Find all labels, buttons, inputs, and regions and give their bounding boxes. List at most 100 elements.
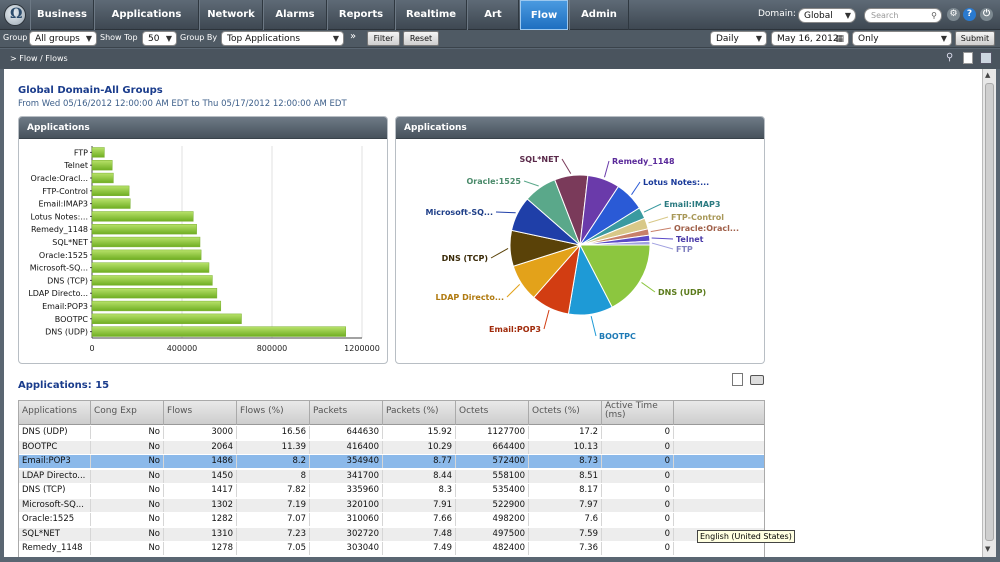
- pie-slice-label: SQL*NET: [520, 155, 560, 164]
- table-cell: 1302: [164, 498, 237, 512]
- scroll-down-arrow-icon[interactable]: ▼: [985, 545, 991, 553]
- pie-slice[interactable]: [579, 240, 651, 246]
- nav-tab-applications[interactable]: Applications: [94, 0, 199, 30]
- bar[interactable]: [91, 236, 201, 248]
- reset-button[interactable]: Reset: [403, 31, 439, 46]
- domain-select[interactable]: Global ▼: [798, 8, 856, 23]
- column-header[interactable]: Packets: [310, 401, 383, 425]
- bar[interactable]: [91, 313, 242, 324]
- submit-button[interactable]: Submit: [955, 31, 995, 46]
- column-header[interactable]: Octets (%): [529, 401, 602, 425]
- bar[interactable]: [91, 275, 213, 286]
- pie-slice-label: DNS (UDP): [658, 288, 706, 297]
- period-select[interactable]: Daily ▼: [710, 31, 767, 46]
- show-top-select[interactable]: 50 ▼: [142, 31, 177, 46]
- table-cell: 664400: [456, 440, 529, 454]
- search-icon[interactable]: ⚲: [931, 11, 937, 20]
- nav-tab-admin[interactable]: Admin: [569, 0, 629, 30]
- filter-button[interactable]: Filter: [367, 31, 400, 46]
- group-by-select[interactable]: Top Applications ▼: [221, 31, 344, 46]
- chevron-down-icon: ▼: [85, 34, 92, 43]
- double-chevron-icon[interactable]: »: [350, 31, 357, 42]
- table-cell: 7.49: [383, 542, 456, 555]
- pie-slice[interactable]: [579, 244, 651, 308]
- table-cell: 416400: [310, 440, 383, 454]
- column-header[interactable]: Active Time (ms): [602, 401, 674, 425]
- bar[interactable]: [91, 300, 222, 312]
- bar[interactable]: [91, 160, 113, 171]
- date-input[interactable]: May 16, 2012 ▦: [771, 31, 849, 46]
- power-icon[interactable]: ⏻: [980, 8, 993, 21]
- vertical-scrollbar[interactable]: ▲ ▼: [982, 69, 996, 557]
- nav-tab-reports[interactable]: Reports: [327, 0, 395, 30]
- table-row[interactable]: DNS (UDP) No 3000 16.56 644630 15.92 1127700 17…: [19, 426, 764, 439]
- table-row[interactable]: DNS (TCP) No 1417 7.82 335960 8.3 535400 8.17 0: [19, 484, 764, 497]
- nav-tab-flow[interactable]: Flow: [520, 0, 568, 30]
- scroll-thumb[interactable]: [985, 83, 994, 541]
- nav-tab-realtime[interactable]: Realtime: [395, 0, 467, 30]
- nav-tab-business[interactable]: Business: [30, 0, 94, 30]
- column-header[interactable]: Applications: [19, 401, 91, 425]
- logo-glyph: Ω: [10, 6, 23, 22]
- table-row[interactable]: Remedy_1148 No 1278 7.05 303040 7.49 482400 7.3…: [19, 542, 764, 555]
- table-cell: LDAP Directo...: [19, 469, 91, 483]
- pie-slice-label: Email:POP3: [489, 325, 541, 334]
- table-cell: DNS (UDP): [19, 426, 91, 439]
- bar[interactable]: [91, 198, 131, 209]
- column-header[interactable]: Cong Exp: [91, 401, 164, 425]
- table-row[interactable]: Oracle:1525 No 1282 7.07 310060 7.66 498200 7.6…: [19, 513, 764, 526]
- nav-tab-alarms[interactable]: Alarms: [263, 0, 327, 30]
- export-icon[interactable]: [732, 373, 743, 386]
- category-label: BOOTPC: [55, 315, 89, 324]
- nav-tab-art[interactable]: Art: [467, 0, 519, 30]
- table-row[interactable]: Email:POP3 No 1486 8.2 354940 8.77 572400 8.73 0: [19, 455, 764, 468]
- help-icon[interactable]: ?: [963, 8, 976, 21]
- pie-slice-label: Oracle:1525: [466, 177, 521, 186]
- table-row[interactable]: Microsoft-SQ... No 1302 7.19 320100 7.91 52290…: [19, 498, 764, 512]
- bar[interactable]: [91, 262, 210, 273]
- bar[interactable]: [91, 172, 114, 184]
- table-cell: 0: [602, 469, 674, 483]
- group-by-label: Group By: [180, 33, 218, 42]
- domain-select-value: Global: [804, 11, 833, 21]
- settings-icon[interactable]: ⚙: [947, 8, 960, 21]
- table-row[interactable]: SQL*NET No 1310 7.23 302720 7.48 497500 7.59 0: [19, 527, 764, 541]
- bar[interactable]: [91, 211, 194, 222]
- save-icon[interactable]: [980, 52, 992, 64]
- column-header[interactable]: Flows (%): [237, 401, 310, 425]
- table-cell: 7.82: [237, 484, 310, 497]
- table-cell: 302720: [310, 527, 383, 541]
- bar[interactable]: [91, 326, 346, 337]
- table-cell: 310060: [310, 513, 383, 526]
- print-icon[interactable]: [750, 375, 764, 385]
- bar[interactable]: [91, 224, 197, 235]
- scroll-up-arrow-icon[interactable]: ▲: [985, 71, 991, 79]
- table-row[interactable]: BOOTPC No 2064 11.39 416400 10.29 664400 10.13 0: [19, 440, 764, 454]
- show-top-label: Show Top: [100, 33, 138, 42]
- new-page-icon[interactable]: [963, 52, 973, 64]
- nav-tab-network[interactable]: Network: [199, 0, 263, 30]
- table-cell: 7.36: [529, 542, 602, 555]
- bar[interactable]: [91, 288, 218, 299]
- column-header[interactable]: Packets (%): [383, 401, 456, 425]
- table-cell: 497500: [456, 527, 529, 541]
- group-select[interactable]: All groups ▼: [29, 31, 97, 46]
- x-tick-label: 400000: [167, 344, 198, 353]
- bar[interactable]: [91, 249, 202, 260]
- table-row[interactable]: LDAP Directo... No 1450 8 341700 8.44 558100 8.…: [19, 469, 764, 483]
- column-header[interactable]: Flows: [164, 401, 237, 425]
- table-cell: 10.13: [529, 440, 602, 454]
- bar[interactable]: [91, 185, 130, 196]
- only-select[interactable]: Only ▼: [852, 31, 952, 46]
- table-cell: 1310: [164, 527, 237, 541]
- table-cell: Email:POP3: [19, 455, 91, 468]
- zoom-icon[interactable]: ⚲: [946, 52, 954, 63]
- column-header[interactable]: Octets: [456, 401, 529, 425]
- calendar-icon[interactable]: ▦: [835, 34, 844, 44]
- category-label: Oracle:Oracl...: [31, 174, 88, 183]
- app-logo[interactable]: Ω: [4, 4, 26, 26]
- table-cell: 482400: [456, 542, 529, 555]
- bar[interactable]: [91, 147, 105, 158]
- search-input[interactable]: Search ⚲: [864, 8, 942, 23]
- chevron-down-icon: ▼: [940, 34, 947, 43]
